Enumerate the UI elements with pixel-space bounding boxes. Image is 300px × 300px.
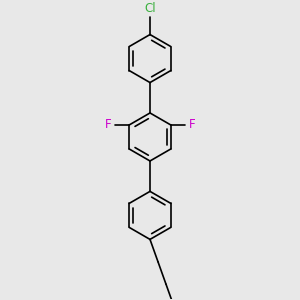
Text: F: F xyxy=(105,118,112,131)
Text: F: F xyxy=(188,118,195,131)
Text: Cl: Cl xyxy=(144,2,156,15)
